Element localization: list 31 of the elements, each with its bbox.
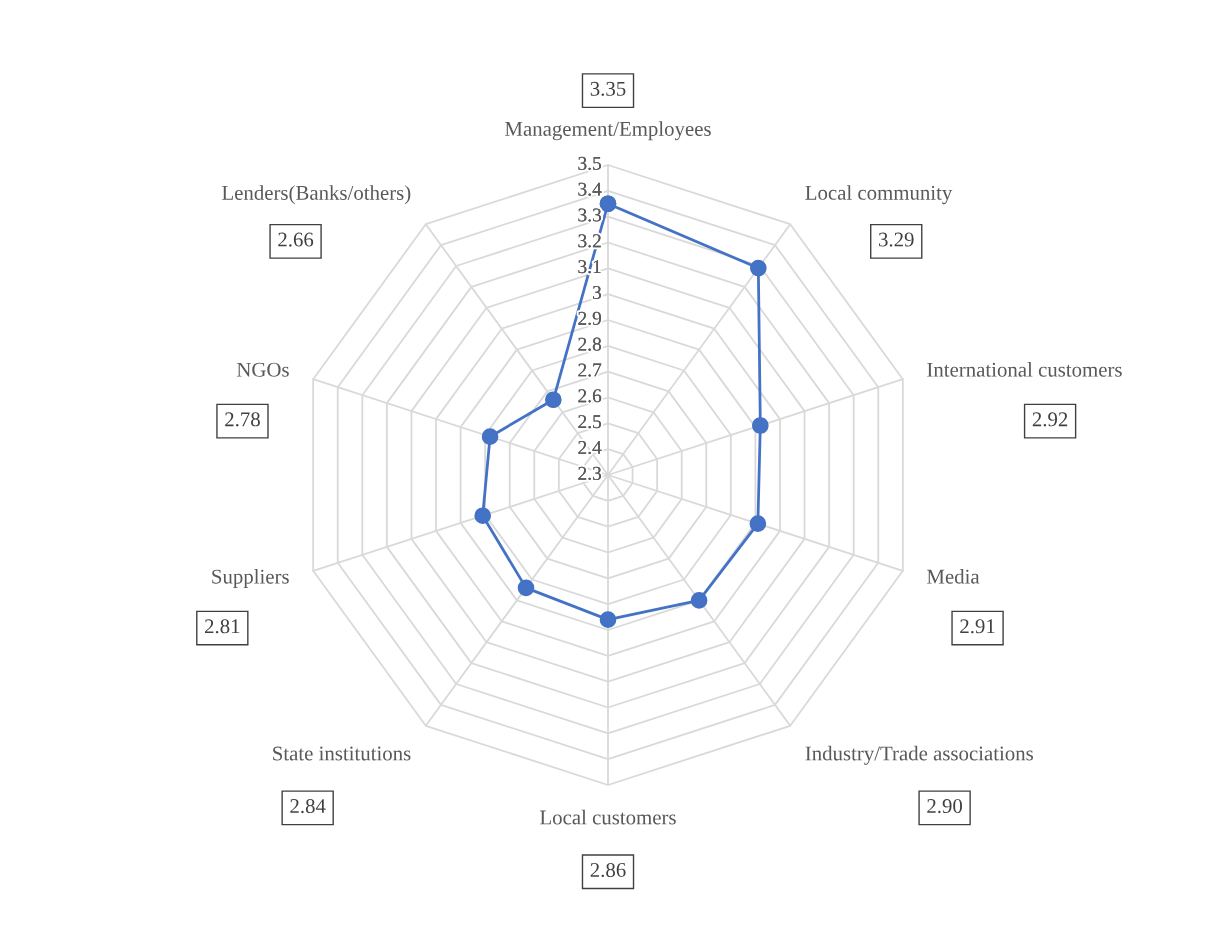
text: 2.90 bbox=[927, 799, 963, 814]
text: 2.66 bbox=[278, 232, 314, 247]
spoke-label: Media bbox=[927, 569, 980, 584]
text: 3.35 bbox=[590, 81, 626, 96]
text: 2.86 bbox=[590, 862, 626, 878]
spoke-label: State institutions bbox=[273, 746, 411, 761]
spoke-label: Local customers bbox=[540, 809, 676, 825]
spoke-label: Lenders(Banks/others) bbox=[222, 185, 411, 205]
spoke-label: Management/Employees bbox=[505, 121, 711, 141]
y-tick-label: 3.3 bbox=[578, 208, 602, 222]
spoke-label: NGOs bbox=[236, 362, 289, 377]
y-tick-label: 2.6 bbox=[578, 389, 602, 403]
spoke-label: Suppliers bbox=[212, 569, 289, 588]
y-tick-label: 2.9 bbox=[578, 311, 601, 325]
text: 2.84 bbox=[290, 799, 326, 814]
y-tick-label: 3 bbox=[593, 285, 602, 300]
text: 2.92 bbox=[1032, 412, 1068, 427]
y-tick-label: 2.3 bbox=[578, 466, 602, 480]
y-tick-label: 3.4 bbox=[578, 182, 602, 196]
text: 2.78 bbox=[225, 412, 260, 427]
y-tick-label: 2.5 bbox=[578, 415, 602, 429]
y-tick-label: 3.5 bbox=[578, 156, 602, 170]
y-tick-label: 2.4 bbox=[578, 440, 602, 455]
y-tick-label: 2.8 bbox=[578, 337, 602, 351]
spoke-label: Local community bbox=[805, 185, 953, 205]
spoke-label: International customers bbox=[927, 362, 1122, 377]
spoke-label: Industry/Trade associations bbox=[805, 745, 1033, 765]
y-tick-label: 2.7 bbox=[578, 363, 602, 377]
text: 2.81 bbox=[205, 619, 240, 634]
text: 2.91 bbox=[960, 619, 995, 634]
text: 3.29 bbox=[879, 232, 914, 247]
